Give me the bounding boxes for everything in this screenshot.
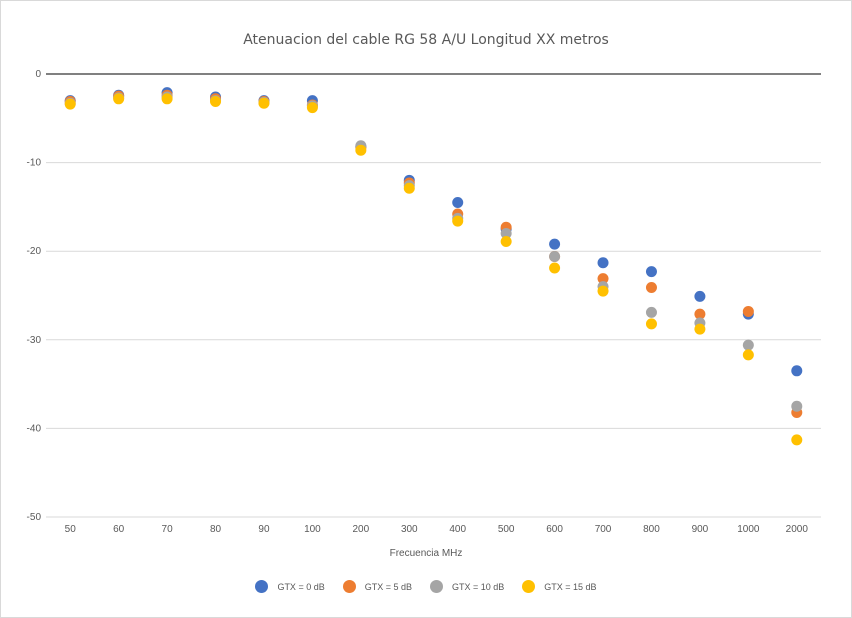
x-tick-label: 500 bbox=[498, 524, 515, 535]
x-tick-label: 800 bbox=[643, 524, 660, 535]
x-axis-label: Frecuencia MHz bbox=[389, 548, 463, 559]
data-point bbox=[694, 308, 706, 320]
data-point bbox=[549, 251, 561, 263]
x-tick-label: 400 bbox=[449, 524, 466, 535]
y-tick-label: -50 bbox=[27, 512, 42, 523]
data-point bbox=[694, 290, 706, 302]
y-tick-label: 0 bbox=[35, 69, 41, 80]
x-tick-label: 90 bbox=[258, 524, 270, 535]
data-point bbox=[742, 339, 754, 351]
data-point bbox=[161, 93, 173, 105]
data-point bbox=[306, 102, 318, 114]
data-point bbox=[645, 306, 657, 318]
x-tick-label: 200 bbox=[353, 524, 370, 535]
data-point bbox=[355, 144, 367, 156]
x-tick-label: 900 bbox=[692, 524, 709, 535]
x-tick-label: 50 bbox=[65, 524, 77, 535]
data-point bbox=[645, 282, 657, 294]
data-point bbox=[645, 266, 657, 278]
legend-marker bbox=[522, 580, 536, 593]
data-point bbox=[597, 273, 609, 285]
data-point bbox=[500, 235, 512, 247]
x-tick-label: 300 bbox=[401, 524, 418, 535]
data-point bbox=[742, 349, 754, 361]
legend-marker bbox=[342, 580, 356, 593]
data-point bbox=[597, 285, 609, 297]
legend-item: GTX = 5 dB bbox=[342, 580, 412, 593]
x-tick-label: 1000 bbox=[737, 524, 760, 535]
legend-label: GTX = 10 dB bbox=[452, 581, 505, 592]
x-tick-label: 80 bbox=[210, 524, 222, 535]
x-tick-label: 2000 bbox=[786, 524, 809, 535]
data-point bbox=[742, 305, 754, 317]
legend-label: GTX = 15 dB bbox=[544, 581, 597, 592]
y-tick-label: -30 bbox=[27, 335, 42, 346]
chart-title: Atenuacion del cable RG 58 A/U Longitud … bbox=[243, 32, 609, 48]
legend-item: GTX = 15 dB bbox=[522, 580, 597, 593]
data-point bbox=[403, 182, 415, 194]
data-point bbox=[452, 196, 464, 208]
y-tick-label: -40 bbox=[27, 423, 42, 434]
data-point bbox=[791, 365, 803, 377]
x-tick-label: 700 bbox=[595, 524, 612, 535]
x-tick-label: 60 bbox=[113, 524, 125, 535]
data-point bbox=[597, 257, 609, 269]
data-point bbox=[258, 97, 270, 109]
y-tick-label: -10 bbox=[27, 158, 42, 169]
data-point bbox=[791, 434, 803, 446]
legend-item: GTX = 0 dB bbox=[255, 580, 325, 593]
legend-marker bbox=[430, 580, 443, 593]
x-tick-label: 600 bbox=[546, 524, 563, 535]
data-point bbox=[549, 262, 561, 274]
data-point bbox=[64, 98, 76, 110]
legend-item: GTX = 10 dB bbox=[430, 580, 504, 593]
data-point bbox=[694, 323, 706, 335]
legend-label: GTX = 5 dB bbox=[364, 581, 412, 592]
data-point bbox=[791, 400, 803, 412]
x-tick-label: 70 bbox=[162, 524, 174, 535]
y-tick-label: -20 bbox=[27, 246, 42, 257]
data-point bbox=[210, 95, 222, 107]
legend-marker bbox=[255, 580, 269, 593]
data-point bbox=[645, 318, 657, 330]
legend: GTX = 0 dB GTX = 5 dB GTX = 10 dB GTX = … bbox=[1, 580, 851, 593]
data-point bbox=[500, 227, 512, 239]
x-tick-label: 100 bbox=[304, 524, 321, 535]
legend-label: GTX = 0 dB bbox=[277, 581, 325, 592]
data-point bbox=[549, 238, 561, 250]
data-point bbox=[113, 93, 125, 105]
data-point bbox=[452, 215, 464, 227]
